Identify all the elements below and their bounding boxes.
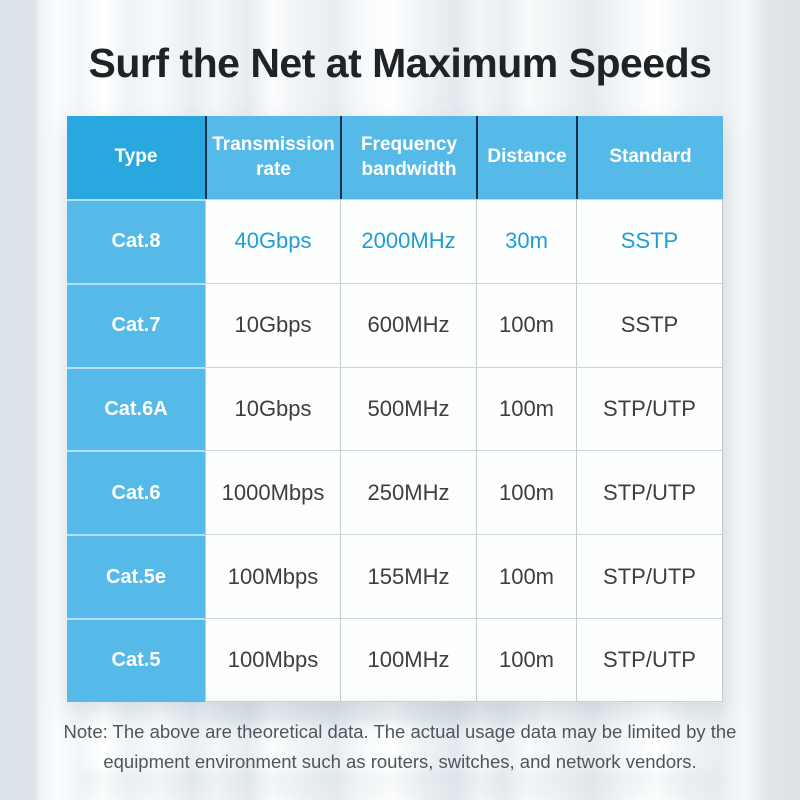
cell-cat7-standard: SSTP xyxy=(576,282,723,367)
table-row-cat6a: Cat.6A 10Gbps 500MHz 100m STP/UTP xyxy=(67,366,723,451)
row-label-cat6a: Cat.6A xyxy=(67,366,205,451)
page-title: Surf the Net at Maximum Speeds xyxy=(88,40,712,86)
cell-cat7-distance: 100m xyxy=(476,282,576,367)
cell-cat5-transmission-rate: 100Mbps xyxy=(205,617,340,702)
cell-cat6-transmission-rate: 1000Mbps xyxy=(205,450,340,535)
cell-cat5e-frequency-bandwidth: 155MHz xyxy=(340,534,476,618)
cell-cat6a-transmission-rate: 10Gbps xyxy=(205,366,340,451)
header-transmission-rate: Transmission rate xyxy=(205,116,340,199)
floor-reflection xyxy=(80,772,720,800)
header-frequency-bandwidth: Frequency bandwidth xyxy=(340,116,476,199)
row-label-cat6: Cat.6 xyxy=(67,450,205,535)
table-row-cat8: Cat.8 40Gbps 2000MHz 30m SSTP xyxy=(67,199,723,283)
table-row-cat7: Cat.7 10Gbps 600MHz 100m SSTP xyxy=(67,282,723,367)
cell-cat8-distance: 30m xyxy=(476,199,576,283)
cell-cat6-frequency-bandwidth: 250MHz xyxy=(340,450,476,535)
cell-cat5-frequency-bandwidth: 100MHz xyxy=(340,617,476,702)
note-text: Note: The above are theoretical data. Th… xyxy=(63,721,737,772)
cell-cat5e-transmission-rate: 100Mbps xyxy=(205,534,340,618)
header-standard: Standard xyxy=(576,116,723,199)
table-row-cat6: Cat.6 1000Mbps 250MHz 100m STP/UTP xyxy=(67,450,723,535)
cell-cat6-distance: 100m xyxy=(476,450,576,535)
cell-cat6a-standard: STP/UTP xyxy=(576,366,723,451)
cell-cat5-distance: 100m xyxy=(476,617,576,702)
table-row-cat5e: Cat.5e 100Mbps 155MHz 100m STP/UTP xyxy=(67,534,723,618)
header-distance: Distance xyxy=(476,116,576,199)
table-reflection xyxy=(210,701,540,725)
cell-cat7-transmission-rate: 10Gbps xyxy=(205,282,340,367)
row-label-cat8: Cat.8 xyxy=(67,199,205,283)
cell-cat8-standard: SSTP xyxy=(576,199,723,283)
row-label-cat7: Cat.7 xyxy=(67,282,205,367)
row-label-cat5e: Cat.5e xyxy=(67,534,205,618)
cell-cat6-standard: STP/UTP xyxy=(576,450,723,535)
header-type: Type xyxy=(67,116,205,199)
spec-table: Type Transmission rate Frequency bandwid… xyxy=(67,116,723,702)
cell-cat8-transmission-rate: 40Gbps xyxy=(205,199,340,283)
row-label-cat5: Cat.5 xyxy=(67,617,205,702)
cell-cat5e-distance: 100m xyxy=(476,534,576,618)
cell-cat6a-frequency-bandwidth: 500MHz xyxy=(340,366,476,451)
cell-cat5-standard: STP/UTP xyxy=(576,617,723,702)
cell-cat6a-distance: 100m xyxy=(476,366,576,451)
table-row-cat5: Cat.5 100Mbps 100MHz 100m STP/UTP xyxy=(67,617,723,702)
cell-cat7-frequency-bandwidth: 600MHz xyxy=(340,282,476,367)
cell-cat8-frequency-bandwidth: 2000MHz xyxy=(340,199,476,283)
cell-cat5e-standard: STP/UTP xyxy=(576,534,723,618)
table-header-row: Type Transmission rate Frequency bandwid… xyxy=(67,116,723,199)
